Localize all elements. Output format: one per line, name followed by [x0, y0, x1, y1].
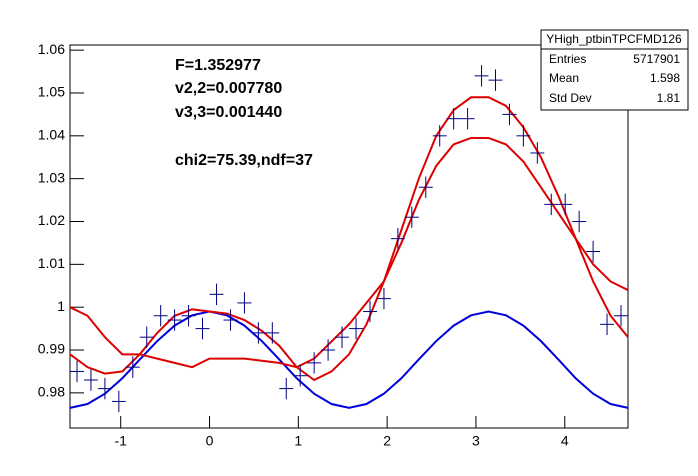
fit-curve [69, 310, 629, 409]
fit-curve [69, 96, 629, 382]
y-tick-label: 1.01 [38, 255, 65, 271]
y-tick-label: 1.04 [38, 127, 65, 143]
stats-label: Std Dev [549, 91, 592, 105]
y-tick-label: 0.99 [38, 341, 65, 357]
annotation: v3,3=0.001440 [175, 104, 282, 121]
stats-value: 5717901 [633, 52, 680, 66]
stats-value: 1.81 [657, 91, 681, 105]
stats-label: Mean [549, 71, 579, 85]
x-tick-label: 4 [561, 433, 569, 449]
y-tick-label: 1.03 [38, 169, 65, 185]
annotation: v2,2=0.007780 [175, 80, 282, 97]
plot-frame [69, 44, 629, 429]
stats-box: YHigh_ptbinTPCFMD126 Entries 5717901 Mea… [540, 29, 689, 111]
y-tick-label: 1.02 [38, 212, 65, 228]
y-tick-label: 1.05 [38, 84, 65, 100]
x-tick-label: -1 [114, 433, 127, 449]
x-tick-label: 3 [472, 433, 480, 449]
y-tick-label: 0.98 [38, 384, 65, 400]
y-tick-label: 1 [57, 298, 65, 314]
fit-curve [69, 136, 629, 369]
stats-label: Entries [549, 52, 586, 66]
annotation: chi2=75.39,ndf=37 [175, 152, 313, 169]
stats-value: 1.598 [650, 71, 680, 85]
annotation: F=1.352977 [175, 57, 261, 74]
stats-frame [540, 29, 689, 111]
stats-title: YHigh_ptbinTPCFMD126 [546, 32, 682, 46]
x-tick-label: 1 [294, 433, 302, 449]
x-tick-label: 0 [206, 433, 214, 449]
y-tick-label: 1.06 [38, 41, 65, 57]
x-tick-label: 2 [383, 433, 391, 449]
